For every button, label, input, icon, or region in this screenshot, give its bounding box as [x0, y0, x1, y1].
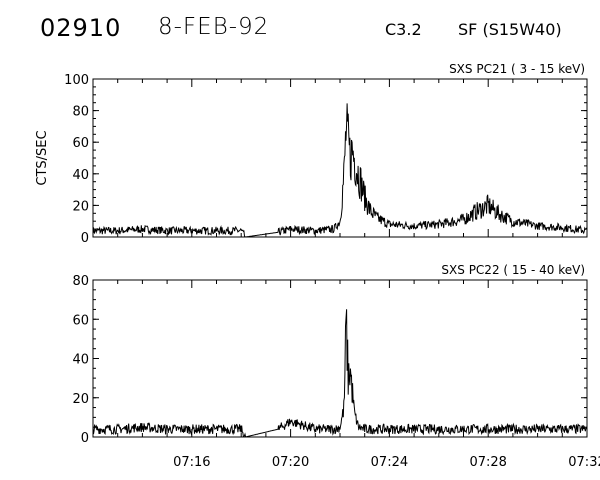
y-tick-label: 80 — [72, 105, 89, 120]
x-tick-label: 07:16 — [173, 455, 210, 470]
plot-frame — [92, 78, 588, 238]
flare-location: SF (S15W40) — [458, 20, 562, 39]
plot-frame — [92, 279, 588, 438]
y-tick-label: 0 — [81, 231, 89, 246]
y-tick-label: 100 — [64, 73, 89, 88]
series-line — [92, 103, 588, 238]
x-tick-label: 07:20 — [272, 455, 309, 470]
y-tick-label: 40 — [72, 168, 89, 183]
y-tick-label: 20 — [72, 392, 89, 407]
y-axis-label: CTS/SEC — [35, 130, 50, 185]
y-tick-label: 0 — [81, 431, 89, 446]
x-tick-label: 07:32 — [568, 455, 600, 470]
flare-class: C3.2 — [385, 20, 422, 39]
panel-title: SXS PC21 ( 3 - 15 keV) — [449, 62, 585, 76]
y-tick-label: 60 — [72, 313, 89, 328]
x-tick-label: 07:28 — [469, 455, 506, 470]
y-tick-label: 60 — [72, 136, 89, 151]
event-id: 02910 — [40, 14, 122, 42]
y-tick-label: 40 — [72, 353, 89, 368]
x-tick-label: 07:24 — [371, 455, 408, 470]
y-tick-label: 80 — [72, 274, 89, 289]
event-date: 8-FEB-92 — [158, 14, 270, 40]
panel-title: SXS PC22 ( 15 - 40 keV) — [441, 263, 585, 277]
series-line — [92, 309, 588, 438]
y-tick-label: 20 — [72, 199, 89, 214]
